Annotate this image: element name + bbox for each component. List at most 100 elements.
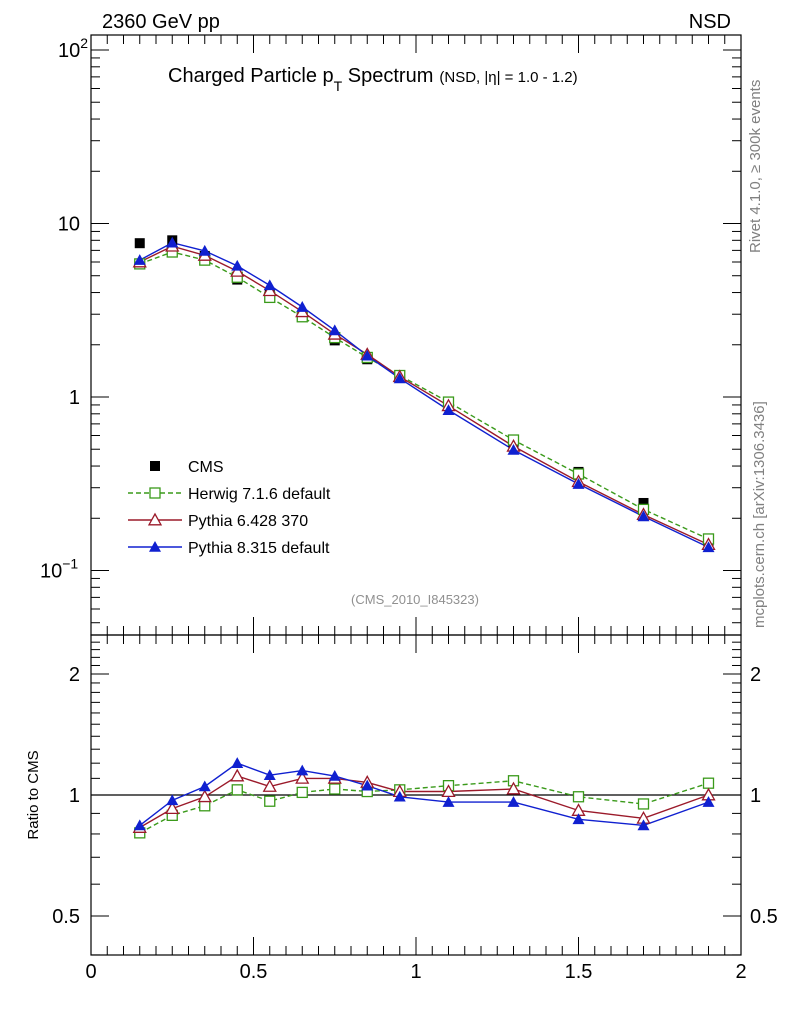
main-pythia8-point [231,259,244,271]
ratio-herwig-point [199,800,211,812]
legend-label-pythia8: Pythia 8.315 default [188,540,330,557]
main-pythia8-point [166,236,179,248]
main-pythia8-point [507,443,520,455]
ratio-series-group [132,757,716,839]
legend-label-cms: CMS [188,459,224,476]
main-y-tick-exponent: 2 [80,35,88,51]
ratio-pythia6-point [165,801,180,815]
main-pythia8-point [572,478,585,489]
main-y-tick-label: 10−1 [40,556,78,583]
rivet-version-label: Rivet 4.1.0, ≥ 300k events [747,80,764,253]
ratio-y-tick-label-right: 0.5 [750,906,778,928]
main-y-tick-base: 10 [40,561,62,583]
x-tick-label: 1.5 [565,961,593,983]
x-tick-label: 1 [410,961,421,983]
main-y-tick-label: 10 [58,214,80,236]
ratio-pythia8-point [507,796,520,807]
ratio-herwig-point [296,786,308,799]
x-tick-labels: 0 0.5 1 1.5 2 [85,961,746,983]
legend: CMS Herwig 7.1.6 default Pythia 6.428 370 P… [128,459,331,557]
header-process-label: NSD [689,11,731,33]
x-tick-label: 2 [735,961,746,983]
main-pythia8-point [328,324,341,336]
ratio-pythia8-point [296,764,309,776]
plot-title-subscript: T [334,78,343,94]
legend-item-pythia6: Pythia 6.428 370 [128,512,308,530]
main-y-tick-label: 102 [58,35,88,62]
main-pythia8-point [198,244,211,256]
ratio-pythia8-point [393,790,406,802]
ratio-pythia8-point [133,819,146,831]
main-y-tick-base: 1 [69,387,80,409]
ratio-axis-label: Ratio to CMS [25,750,42,839]
analysis-id-label: (CMS_2010_I845323) [351,592,479,607]
x-tick-label: 0.5 [240,961,268,983]
ratio-herwig-line [139,780,709,834]
main-y-tick-label: 1 [69,387,80,409]
main-y-tick-exponent: −1 [62,556,78,572]
ratio-y-tick-label-left: 0.5 [52,906,80,928]
ratio-pythia8-point [231,757,244,768]
main-pythia8-point [361,349,374,361]
plot-title-detail: (NSD, |η| = 1.0 - 1.2) [439,69,577,86]
main-pythia8-point [442,404,455,415]
mcplots-source-label: mcplots.cern.ch [arXiv:1306.3436] [751,401,768,628]
ratio-y-tick-label-left: 2 [69,664,80,686]
legend-item-herwig: Herwig 7.1.6 default [128,486,331,503]
ratio-pythia6-point [295,771,310,784]
ratio-y-tick-label-right: 2 [750,664,761,686]
ratio-herwig-point [264,795,276,807]
ratio-pythia8-point [637,819,650,831]
legend-label-herwig: Herwig 7.1.6 default [188,486,331,503]
ratio-pythia6-point [262,779,277,792]
main-pythia6-point [230,263,245,277]
legend-item-cms: CMS [150,459,224,476]
legend-marker-pythia6 [147,512,163,526]
ratio-y-tick-labels: 2 2 1 1 0.5 0.5 [52,664,778,928]
main-pythia8-point [133,254,146,265]
main-cms-point [134,238,145,249]
ratio-y-tick-label-right: 1 [750,785,761,807]
main-pythia8-point [702,541,715,553]
plot-title-main2: Spectrum [342,65,433,87]
main-cms-point [638,497,649,508]
ratio-pythia8-line [139,762,709,827]
main-pythia8-point [296,301,309,312]
header-energy-label: 2360 GeV pp [102,11,220,33]
legend-item-pythia8: Pythia 8.315 default [128,540,330,557]
legend-marker-cms [150,461,160,471]
ratio-pythia8-point [166,794,179,806]
ratio-pythia8-point [442,796,455,807]
ratio-pythia8-point [328,769,341,781]
ratio-pythia6-point [506,781,521,795]
legend-label-pythia6: Pythia 6.428 370 [188,513,308,530]
main-y-tick-base: 10 [58,40,80,62]
ratio-pythia8-point [361,779,374,791]
ratio-pythia8-point [702,796,715,807]
main-pythia8-point [263,279,276,291]
main-series-group [132,235,716,553]
plot-title-main: Charged Particle p [168,65,334,87]
ratio-pythia6-point [230,768,245,782]
ratio-herwig-point [329,783,341,795]
main-axis-ticks [90,35,742,635]
ratio-pythia8-point [198,780,211,792]
ratio-pythia8-point [263,769,276,781]
ratio-herwig-point [572,791,585,803]
main-pythia8-line [139,241,709,548]
main-pythia8-point [637,510,650,522]
ratio-y-tick-label-left: 1 [69,785,80,807]
ratio-herwig-point [231,784,243,796]
plot-title: Charged Particle pT Spectrum (NSD, |η| = … [168,65,578,94]
ratio-axis-ticks [90,635,742,956]
legend-marker-herwig [149,487,161,499]
main-y-tick-base: 10 [58,214,80,236]
main-pythia8-point [393,372,406,384]
ratio-pythia6-point [197,789,212,803]
x-tick-label: 0 [85,961,96,983]
ratio-herwig-point [702,777,715,789]
ratio-herwig-point [637,798,650,810]
legend-marker-pythia8 [149,541,161,552]
